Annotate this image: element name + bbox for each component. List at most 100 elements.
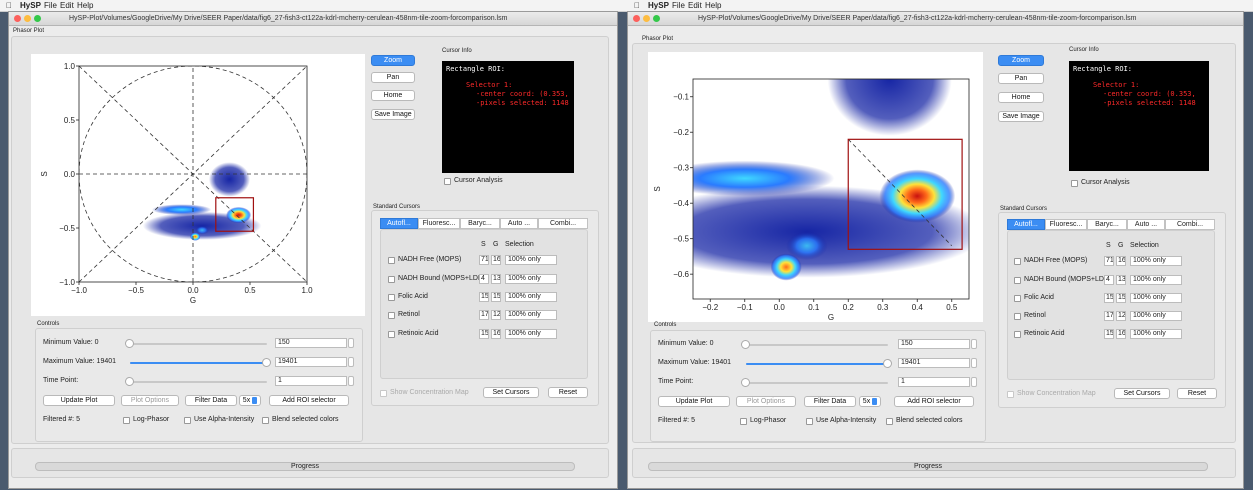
plot-options-button[interactable]: Plot Options bbox=[121, 395, 179, 406]
tab-fluorescent[interactable]: Fluoresc... bbox=[1045, 219, 1087, 230]
show-concentration-map-checkbox[interactable] bbox=[380, 390, 387, 397]
menu-file[interactable]: File bbox=[44, 1, 57, 10]
cursor-selection-field[interactable]: 100% only bbox=[1130, 275, 1182, 285]
apple-icon[interactable]:  bbox=[634, 0, 640, 11]
maximum-value-slider-knob[interactable] bbox=[883, 359, 892, 368]
blend-colors-checkbox[interactable] bbox=[886, 418, 893, 425]
zoom-window-button[interactable] bbox=[34, 15, 41, 22]
add-roi-selector-button[interactable]: Add ROI selector bbox=[269, 395, 349, 406]
cursor-g-field[interactable]: 12 bbox=[491, 310, 501, 320]
show-concentration-map-checkbox[interactable] bbox=[1007, 391, 1014, 398]
phasor-plot-canvas[interactable]: −1.0 −0.5 0.0 0.5 1.0 1.0 0.5 0.0 −0.5 −1.0 G S bbox=[31, 54, 365, 316]
plot-options-button[interactable]: Plot Options bbox=[736, 396, 796, 407]
minimum-value-field[interactable]: 150 bbox=[275, 338, 347, 348]
cursor-analysis-checkbox[interactable] bbox=[444, 178, 451, 185]
tab-autofluorescence[interactable]: Autofl... bbox=[380, 218, 418, 229]
cursor-checkbox[interactable] bbox=[1014, 313, 1021, 320]
cursor-checkbox[interactable] bbox=[388, 257, 395, 264]
minimize-window-button[interactable] bbox=[24, 15, 31, 22]
cursor-checkbox[interactable] bbox=[1014, 295, 1021, 302]
maximum-value-field[interactable]: 19401 bbox=[275, 357, 347, 367]
log-phasor-checkbox[interactable] bbox=[740, 418, 747, 425]
log-phasor-checkbox[interactable] bbox=[123, 417, 130, 424]
filter-factor-select[interactable]: 5x bbox=[239, 395, 261, 406]
menu-edit[interactable]: Edit bbox=[60, 1, 74, 10]
blend-colors-checkbox[interactable] bbox=[262, 417, 269, 424]
cursor-checkbox[interactable] bbox=[1014, 277, 1021, 284]
update-plot-button[interactable]: Update Plot bbox=[658, 396, 730, 407]
cursor-s-field[interactable]: 15 bbox=[1104, 293, 1114, 303]
menu-help[interactable]: Help bbox=[705, 1, 722, 10]
cursor-s-field[interactable]: 15 bbox=[1104, 329, 1114, 339]
set-cursors-button[interactable]: Set Cursors bbox=[483, 387, 539, 398]
close-window-button[interactable] bbox=[633, 15, 640, 22]
tab-barycentric[interactable]: Baryc... bbox=[1087, 219, 1127, 230]
minimum-value-slider-knob[interactable] bbox=[741, 340, 750, 349]
cursor-analysis-checkbox[interactable] bbox=[1071, 180, 1078, 187]
cursor-checkbox[interactable] bbox=[388, 276, 395, 283]
phasor-plot-canvas[interactable]: −0.2 −0.1 0.0 0.1 0.2 0.3 0.4 0.5 −0.1 −0.2 −0.3 −0… bbox=[648, 52, 983, 322]
cursor-checkbox[interactable] bbox=[1014, 258, 1021, 265]
cursor-checkbox[interactable] bbox=[1014, 331, 1021, 338]
home-button[interactable]: Home bbox=[998, 92, 1044, 103]
time-point-slider-knob[interactable] bbox=[741, 378, 750, 387]
cursor-selection-field[interactable]: 100% only bbox=[505, 292, 557, 302]
close-window-button[interactable] bbox=[14, 15, 21, 22]
cursor-selection-field[interactable]: 100% only bbox=[1130, 256, 1182, 266]
cursor-g-field[interactable]: 16 bbox=[1116, 256, 1126, 266]
tab-auto[interactable]: Auto ... bbox=[500, 218, 538, 229]
pan-button[interactable]: Pan bbox=[998, 73, 1044, 84]
minimum-value-slider-track[interactable] bbox=[130, 343, 267, 345]
cursor-s-field[interactable]: 17 bbox=[479, 310, 489, 320]
filter-data-button[interactable]: Filter Data bbox=[185, 395, 237, 406]
menu-edit[interactable]: Edit bbox=[688, 1, 702, 10]
cursor-g-field[interactable]: 16 bbox=[491, 329, 501, 339]
cursor-selection-field[interactable]: 100% only bbox=[1130, 329, 1182, 339]
minimum-value-stepper[interactable] bbox=[971, 339, 977, 349]
reset-button[interactable]: Reset bbox=[1177, 388, 1217, 399]
cursor-selection-field[interactable]: 100% only bbox=[505, 310, 557, 320]
cursor-checkbox[interactable] bbox=[388, 294, 395, 301]
filter-data-button[interactable]: Filter Data bbox=[804, 396, 856, 407]
menu-app-name[interactable]: HySP bbox=[648, 1, 669, 10]
home-button[interactable]: Home bbox=[371, 90, 415, 101]
cursor-s-field[interactable]: 15 bbox=[479, 329, 489, 339]
cursor-s-field[interactable]: 71 bbox=[479, 255, 489, 265]
time-point-field[interactable]: 1 bbox=[898, 377, 970, 387]
cursor-g-field[interactable]: 12 bbox=[1116, 311, 1126, 321]
cursor-selection-field[interactable]: 100% only bbox=[505, 329, 557, 339]
time-point-stepper[interactable] bbox=[348, 376, 354, 386]
menu-help[interactable]: Help bbox=[77, 1, 94, 10]
cursor-checkbox[interactable] bbox=[388, 312, 395, 319]
cursor-checkbox[interactable] bbox=[388, 331, 395, 338]
time-point-slider-knob[interactable] bbox=[125, 377, 134, 386]
cursor-s-field[interactable]: 4 bbox=[479, 274, 489, 284]
pan-button[interactable]: Pan bbox=[371, 72, 415, 83]
reset-button[interactable]: Reset bbox=[548, 387, 588, 398]
alpha-intensity-checkbox[interactable] bbox=[806, 418, 813, 425]
cursor-g-field[interactable]: 15 bbox=[1116, 293, 1126, 303]
minimum-value-slider-track[interactable] bbox=[746, 344, 888, 346]
cursor-g-field[interactable]: 15 bbox=[491, 292, 501, 302]
menu-app-name[interactable]: HySP bbox=[20, 1, 41, 10]
tab-autofluorescence[interactable]: Autofl... bbox=[1007, 219, 1045, 230]
apple-icon[interactable]:  bbox=[6, 0, 12, 11]
minimum-value-stepper[interactable] bbox=[348, 338, 354, 348]
tab-fluorescent[interactable]: Fluoresc... bbox=[418, 218, 460, 229]
save-image-button[interactable]: Save Image bbox=[371, 109, 415, 120]
tab-auto[interactable]: Auto ... bbox=[1127, 219, 1165, 230]
zoom-button[interactable]: Zoom bbox=[371, 55, 415, 66]
time-point-slider-track[interactable] bbox=[130, 381, 267, 383]
menu-file[interactable]: File bbox=[672, 1, 685, 10]
maximum-value-stepper[interactable] bbox=[348, 357, 354, 367]
cursor-s-field[interactable]: 71 bbox=[1104, 256, 1114, 266]
maximum-value-field[interactable]: 19401 bbox=[898, 358, 970, 368]
tab-barycentric[interactable]: Baryc... bbox=[460, 218, 500, 229]
cursor-g-field[interactable]: 16 bbox=[1116, 329, 1126, 339]
time-point-slider-track[interactable] bbox=[746, 382, 888, 384]
cursor-selection-field[interactable]: 100% only bbox=[1130, 311, 1182, 321]
zoom-button[interactable]: Zoom bbox=[998, 55, 1044, 66]
cursor-g-field[interactable]: 16 bbox=[491, 255, 501, 265]
cursor-s-field[interactable]: 4 bbox=[1104, 275, 1114, 285]
minimum-value-field[interactable]: 150 bbox=[898, 339, 970, 349]
